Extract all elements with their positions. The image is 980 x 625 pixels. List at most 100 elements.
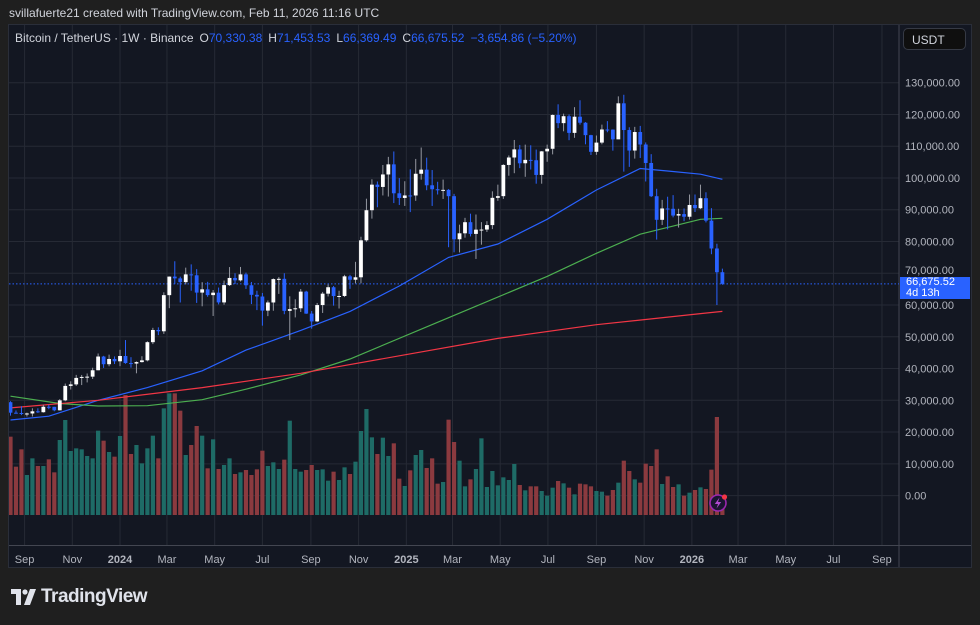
time-axis-label: Sep <box>872 554 892 566</box>
candle-body <box>419 169 424 174</box>
candle <box>463 217 467 238</box>
bar-countdown: 4d 13h <box>906 287 940 299</box>
candle-body <box>326 287 331 294</box>
price-axis-label: 90,000.00 <box>905 205 954 217</box>
candle-body <box>364 210 369 241</box>
volume-bar <box>687 492 692 515</box>
volume-bar <box>495 485 500 515</box>
candle <box>506 155 511 176</box>
volume-bar <box>304 470 309 515</box>
volume-bar <box>435 483 440 515</box>
candle-body <box>118 355 122 362</box>
candle <box>517 144 522 169</box>
volume-bar <box>408 470 413 515</box>
candle <box>161 292 166 334</box>
candle-body <box>140 360 144 363</box>
volume-bar <box>358 431 364 515</box>
candle <box>265 300 270 317</box>
candle <box>550 114 555 155</box>
symbol-title[interactable]: Bitcoin / TetherUS · 1W · Binance <box>15 31 194 45</box>
candle <box>687 194 692 220</box>
candle-body <box>468 222 473 234</box>
candle-body <box>441 189 446 191</box>
candle-body <box>211 292 216 296</box>
time-axis-label: Jul <box>541 554 555 566</box>
candle <box>178 276 183 303</box>
candle <box>556 104 560 129</box>
volume-bar <box>473 469 479 515</box>
volume-bar <box>479 438 484 515</box>
high-label: H <box>268 31 277 45</box>
volume-bar <box>271 462 276 515</box>
candle <box>627 127 632 167</box>
candle-body <box>79 376 84 378</box>
candle <box>129 357 133 368</box>
time-axis-label: Sep <box>301 554 321 566</box>
candle-body <box>293 308 298 310</box>
candle-body <box>485 225 489 230</box>
candle <box>107 354 111 367</box>
candle-body <box>52 406 57 411</box>
candle <box>402 181 407 206</box>
candle-body <box>9 402 13 413</box>
candle <box>567 114 571 141</box>
volume-bar <box>13 466 19 515</box>
candle-body <box>107 358 111 365</box>
volume-bar <box>556 481 561 515</box>
volume-bar <box>391 443 396 515</box>
volume-bar <box>74 448 79 515</box>
volume-bar <box>462 486 468 515</box>
candle-body <box>304 291 309 314</box>
candle-body <box>276 278 281 280</box>
volume-bar <box>161 408 166 515</box>
candle <box>660 199 665 225</box>
volume-bar <box>178 410 183 515</box>
candle <box>30 408 35 417</box>
volume-bar <box>649 466 654 515</box>
volume-bar <box>24 475 30 515</box>
volume-bar <box>446 419 451 515</box>
candle-body <box>255 294 259 297</box>
candle-body <box>167 276 172 296</box>
candle <box>364 198 369 242</box>
candle-body <box>337 295 341 297</box>
candle <box>632 126 637 159</box>
candle <box>205 281 210 297</box>
candle-body <box>621 103 626 131</box>
volume-bar <box>413 455 418 515</box>
tradingview-logo[interactable]: TradingView <box>11 586 148 608</box>
alert-notification-dot <box>721 494 728 500</box>
volume-bar <box>512 464 517 515</box>
volume-bar <box>52 472 57 515</box>
volume-bar <box>30 458 35 515</box>
candle-body <box>315 305 320 322</box>
currency-unit-button[interactable]: USDT <box>903 28 966 50</box>
candle-body <box>528 159 533 161</box>
volume-bar <box>347 474 353 515</box>
volume-bar <box>145 448 150 515</box>
candle-body <box>287 309 292 311</box>
candle-body <box>463 222 467 234</box>
candle <box>96 353 101 371</box>
candle-body <box>233 277 237 281</box>
lightning-alert-icon[interactable] <box>709 494 728 512</box>
candle <box>709 208 714 255</box>
candle-body <box>698 198 703 209</box>
candle-body <box>145 342 150 361</box>
candle-body <box>375 184 380 187</box>
candle-body <box>353 277 358 280</box>
candle-body <box>238 274 243 281</box>
candle <box>676 208 681 228</box>
candle <box>19 406 24 416</box>
candle-body <box>424 169 429 186</box>
candle-body <box>638 132 643 145</box>
change-value: −3,654.86 (−5.20%) <box>470 31 577 45</box>
candle-body <box>359 240 363 278</box>
volume-bar <box>720 508 725 515</box>
candle <box>331 285 336 306</box>
candle <box>495 184 500 201</box>
volume-bar <box>627 471 632 515</box>
volume-bar <box>402 486 407 515</box>
volume-bar <box>221 465 227 515</box>
